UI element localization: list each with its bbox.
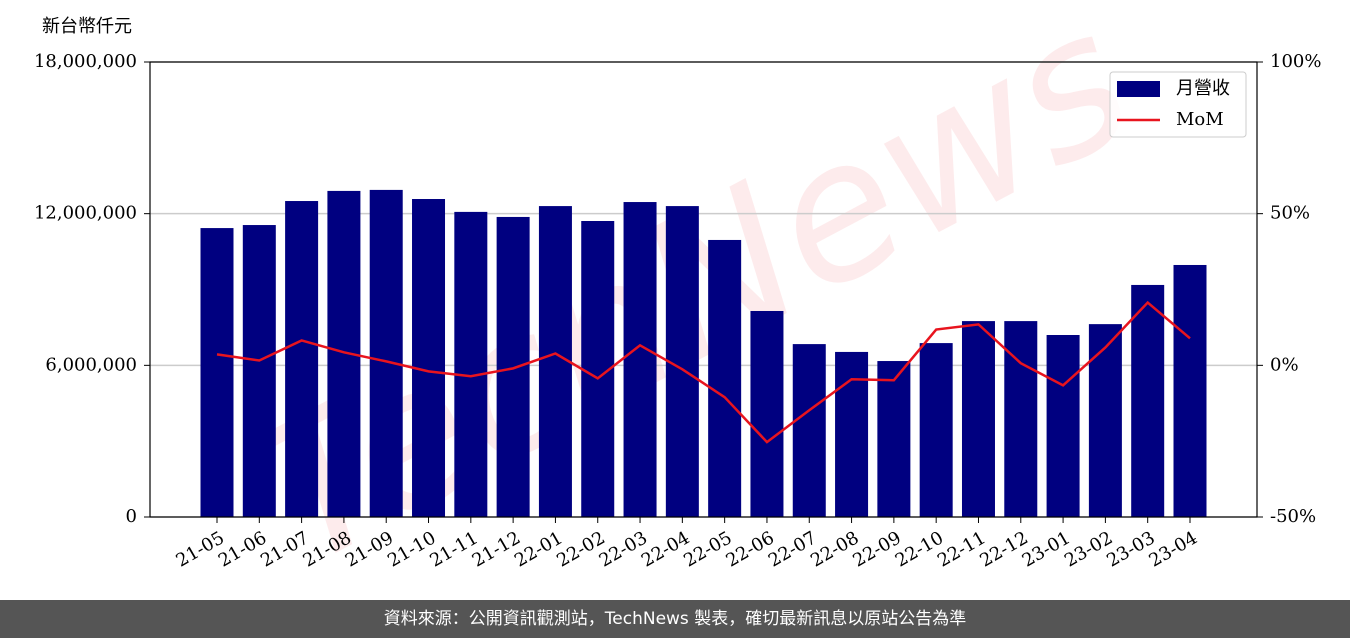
legend-label: MoM <box>1176 109 1224 130</box>
footer: 資料來源：公開資訊觀測站，TechNews 製表，確切最新訊息以原站公告為準 <box>0 600 1350 638</box>
y-tick-label: 18,000,000 <box>34 51 137 72</box>
bar <box>1088 324 1122 517</box>
bar <box>877 361 911 517</box>
bar <box>665 206 699 518</box>
bar <box>454 211 488 517</box>
bar <box>1046 335 1080 517</box>
bar <box>1173 264 1207 517</box>
bar <box>792 344 826 517</box>
y2-tick-label: 0% <box>1270 354 1299 375</box>
bar <box>538 206 572 518</box>
bar <box>708 239 742 517</box>
bar <box>750 310 784 517</box>
plot-frame <box>149 61 1258 518</box>
bar <box>412 199 446 517</box>
line <box>216 300 1191 444</box>
x-tick-label: 23-04 <box>1146 527 1201 571</box>
bar <box>623 202 657 518</box>
bar <box>1004 321 1038 517</box>
bar <box>200 228 234 517</box>
bar <box>919 343 953 517</box>
bar <box>496 216 530 518</box>
y-tick-label: 0 <box>126 506 137 527</box>
y2-tick-label: -50% <box>1270 506 1316 527</box>
y2-tick-label: 50% <box>1270 203 1310 224</box>
y-tick-label: 12,000,000 <box>34 203 137 224</box>
y-axis-label: 新台幣仟元 <box>42 16 132 37</box>
bar <box>369 189 403 517</box>
legend-swatch <box>1117 81 1160 97</box>
bar <box>961 321 995 517</box>
y2-tick-label: 100% <box>1270 51 1321 72</box>
legend-label: 月營收 <box>1176 78 1230 99</box>
bar <box>835 351 869 517</box>
bar <box>1131 284 1165 517</box>
y-tick-label: 6,000,000 <box>45 354 137 375</box>
bar <box>242 225 276 517</box>
bar <box>285 201 319 517</box>
chart: 新台幣仟元 TechNews 06,000,00012,000,00018,00… <box>34 0 1322 608</box>
